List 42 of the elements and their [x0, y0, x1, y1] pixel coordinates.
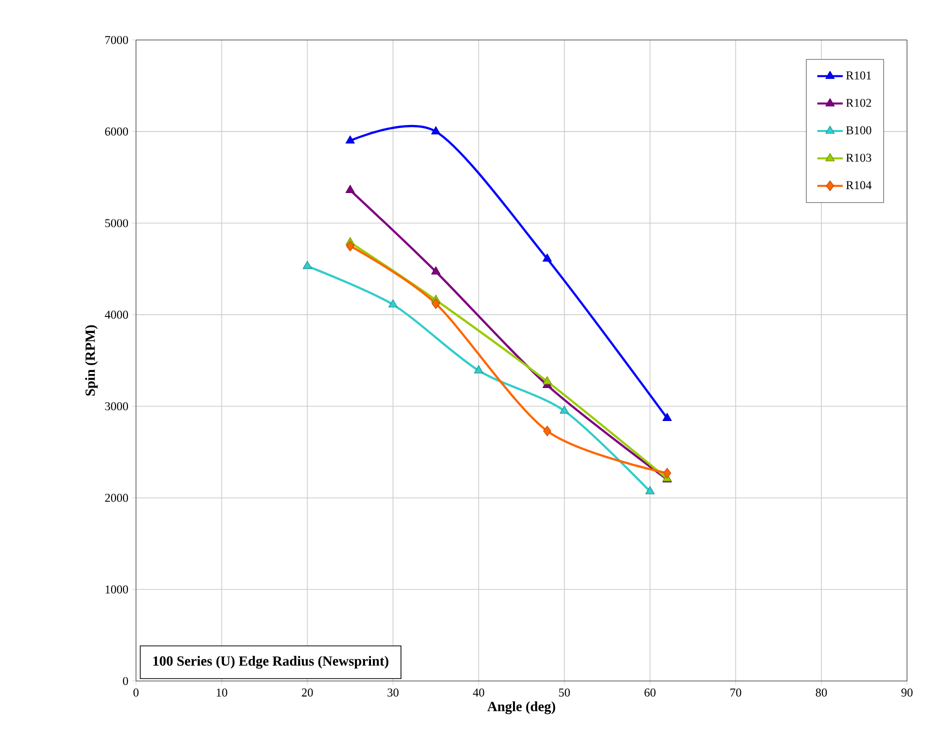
x-tick-label: 30: [388, 688, 399, 697]
point: [542, 254, 552, 262]
y-tick-label: 6000: [105, 128, 128, 136]
point: [474, 365, 484, 374]
point: [431, 266, 440, 274]
point: [346, 240, 354, 252]
point: [560, 406, 569, 414]
y-tick-label: 4000: [104, 310, 128, 319]
x-tick-label: 0: [133, 688, 139, 697]
x-tick-label: 90: [901, 688, 913, 697]
point: [645, 486, 655, 494]
y-tick-label: 5000: [105, 219, 128, 228]
y-tick-label: 7000: [105, 36, 128, 44]
point: [663, 468, 672, 478]
text: 100 Series (U) Edge Radius (Newsprint): [153, 656, 388, 669]
x-tick-label: 70: [730, 688, 742, 697]
x-tick-label: 10: [216, 688, 228, 697]
legend-label: R104: [846, 181, 872, 190]
x-tick-label: 20: [302, 688, 313, 697]
legend-label: B100: [846, 126, 872, 134]
y-tick-label: 0: [122, 676, 128, 686]
point: [542, 376, 552, 384]
legend-label: R101: [846, 71, 871, 80]
legend-label: R102: [846, 98, 872, 107]
point: [302, 260, 312, 269]
point: [346, 135, 355, 144]
point: [431, 126, 440, 134]
y-tick-label: 3000: [105, 402, 128, 410]
y-tick-label: 1000: [106, 585, 128, 594]
x-tick-label: 60: [644, 688, 656, 697]
legend-label: R103: [846, 154, 872, 162]
y-axis-title: Spin (RPM): [85, 325, 98, 396]
y-tick-label: 2000: [105, 494, 128, 502]
x-tick-label: 80: [816, 688, 827, 697]
point: [432, 298, 440, 310]
point: [346, 184, 355, 193]
point: [662, 412, 672, 421]
point: [388, 299, 398, 308]
point: [543, 426, 552, 436]
x-tick-label: 40: [472, 688, 484, 697]
x-tick-label: 50: [559, 688, 570, 697]
x-axis-title: Angle (deg): [487, 701, 556, 714]
